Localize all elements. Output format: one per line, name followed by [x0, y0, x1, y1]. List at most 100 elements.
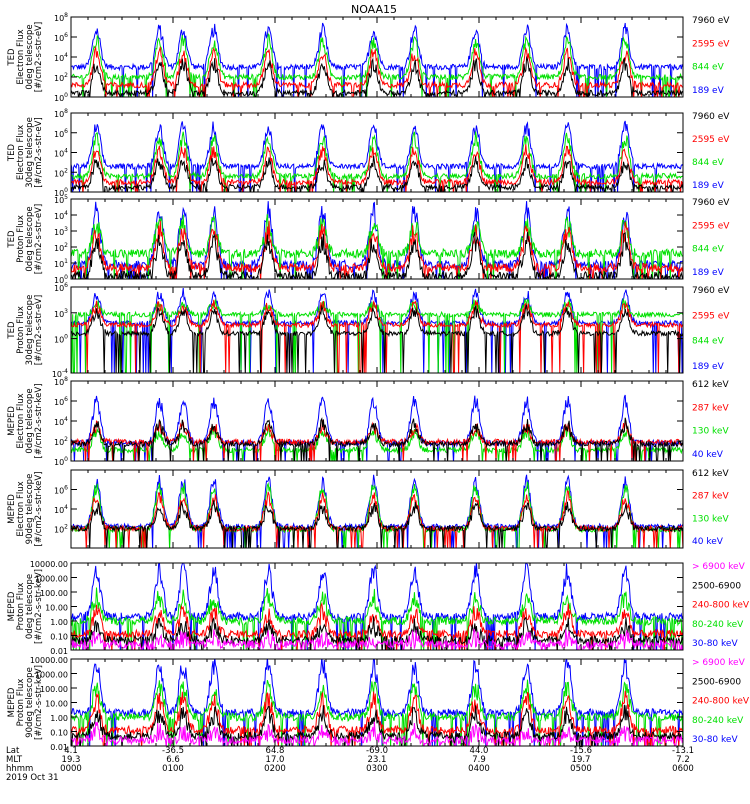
panel-2-ylabel-line-1: TED: [7, 143, 17, 162]
panel-4-series-4-line: [71, 304, 683, 373]
x-tick-hhmm-2: 0100: [162, 764, 184, 774]
panel-8-series-4-line: [71, 704, 683, 746]
panel-2-ytick-label: 100: [54, 187, 68, 198]
x-tick-hhmm-5: 0400: [468, 764, 490, 774]
panel-2-ytick-label: 102: [54, 167, 68, 178]
panel-4-ytick-label: 100: [54, 334, 68, 345]
panel-2: 100 102 104 106 108 TED Electron Flux 30deg tel…: [7, 108, 730, 198]
panel-4-legend-1: 7960 eV: [692, 286, 730, 296]
panel-1-ytick-label: 108: [54, 12, 68, 23]
panel-8-ytick-label: 0.10: [50, 729, 68, 738]
panel-5-ylabel-line-3: 0deg telescope: [25, 388, 35, 453]
panel-5-ytick-label: 108: [54, 376, 68, 387]
panel-7-ytick-label: 0.10: [50, 633, 68, 642]
panel-6-legend-2: 287 keV: [692, 492, 729, 502]
panel-2-series-1-line: [71, 120, 683, 192]
x-axis-row-label-3: hhmm: [6, 764, 33, 774]
plot-title: NOAA15: [351, 3, 397, 16]
panel-8-ytick-label: 0.01: [50, 743, 68, 752]
panel-7-data: [71, 563, 683, 650]
x-tick-lat-2: -36.5: [162, 746, 184, 756]
panel-3-ytick-label: 100: [54, 274, 68, 285]
panel-3-ytick-label: 105: [54, 194, 68, 205]
panel-6-ytick-label: 104: [54, 504, 68, 515]
x-tick-mlt-1: 19.3: [62, 755, 81, 765]
panel-3-ylabel-line-1: TED: [7, 230, 17, 249]
panel-5-ylabel-line-1: MEPED: [7, 406, 17, 436]
panel-8-ytick-label: 1.00: [50, 714, 68, 723]
panel-7-ytick-label: 1000.00: [35, 575, 68, 584]
panel-1-legend-2: 2595 eV: [692, 39, 730, 49]
panel-2-ytick-label: 108: [54, 108, 68, 119]
panel-7-ylabel-line-4: [#/cm2-s-str-keV]: [34, 569, 44, 644]
panel-8-data: [71, 659, 683, 746]
panel-1-ytick-label: 106: [54, 32, 68, 43]
panel-1-ytick-label: 100: [54, 92, 68, 103]
panel-5-ytick-label: 100: [54, 456, 68, 467]
panel-3-series-3-line: [71, 220, 683, 279]
panel-8-ytick-label: 10.00: [45, 700, 68, 709]
panel-4-ylabel-line-3: 30deg telescope: [25, 295, 35, 366]
panel-3-ylabel-line-4: [#/cm2-s-str-eV]: [34, 204, 44, 274]
panel-1-ytick-label: 102: [54, 72, 68, 83]
panel-8-series-3-line: [71, 690, 683, 746]
panel-2-legend-2: 2595 eV: [692, 135, 730, 145]
x-axis-row-label-4: 2019 Oct 31: [6, 773, 59, 783]
x-tick-lat-6: -15.6: [570, 746, 592, 756]
panel-7-legend-1: > 6900 keV: [692, 562, 746, 572]
x-tick-mlt-6: 19.7: [572, 755, 591, 765]
panel-4-ylabel-line-4: [#/cm2-s-str-eV]: [34, 295, 44, 365]
panel-3-series-1-line: [71, 201, 683, 279]
panel-7-legend-4: 80-240 keV: [692, 620, 744, 630]
panel-2-ylabel-line-3: 30deg telescope: [25, 117, 35, 188]
panel-7-legend-2: 2500-6900: [692, 581, 741, 591]
panel-1-series-2-line: [71, 32, 683, 97]
panel-7-series-2-line: [71, 587, 683, 650]
panel-6-legend-1: 612 keV: [692, 469, 729, 479]
x-tick-lat-1: 4.1: [64, 746, 78, 756]
panel-1-legend-3: 844 eV: [692, 63, 725, 73]
panel-4-legend-4: 189 eV: [692, 362, 725, 372]
panel-4-ytick-label: 106: [54, 282, 68, 293]
panel-1-ylabel-line-2: Electron Flux: [16, 29, 26, 84]
panel-3: 100 101 102 103 104 105 TED Proton Flux 0deg tel…: [7, 194, 730, 285]
panel-6-ylabel-line-1: MEPED: [7, 494, 17, 524]
panel-7-ylabel-line-1: MEPED: [7, 591, 17, 621]
panel-3-ylabel-line-3: 0deg telescope: [25, 206, 35, 271]
panel-3-legend-4: 189 eV: [692, 268, 725, 278]
panel-4-ytick-label: 103: [54, 308, 68, 319]
panel-8-legend-1: > 6900 keV: [692, 658, 746, 668]
panel-7-series-1-line: [71, 563, 683, 650]
panel-1-series-3-line: [71, 45, 683, 97]
panel-6-ylabel-line-3: 90deg telescope: [25, 474, 35, 545]
panel-3-ytick-label: 101: [54, 258, 68, 269]
panel-1-ylabel-line-4: [#/cm2-s-str-eV]: [34, 22, 44, 92]
panel-1: 100 102 104 106 108 TED Electron Flux 0deg tele…: [7, 12, 730, 103]
panel-6-ylabel-line-2: Electron Flux: [16, 481, 26, 536]
x-tick-mlt-7: 7.2: [676, 755, 690, 765]
panel-6-data: [71, 474, 683, 548]
panel-7: 0.01 0.10 1.00 10.00 100.00 1000.00 10000.00 ME…: [7, 560, 750, 656]
panel-2-ylabel-line-2: Electron Flux: [16, 125, 26, 180]
panel-3-legend-1: 7960 eV: [692, 198, 730, 208]
panel-7-legend-5: 30-80 keV: [692, 639, 738, 649]
panel-4-legend-2: 2595 eV: [692, 311, 730, 321]
panel-8-legend-5: 30-80 keV: [692, 735, 738, 745]
panel-1-ylabel-line-1: TED: [7, 48, 17, 67]
panel-5-ytick-label: 104: [54, 416, 68, 427]
panel-4-ylabel-line-1: TED: [7, 321, 17, 340]
x-tick-mlt-2: 6.6: [166, 755, 180, 765]
panel-8-ytick-label: 1000.00: [35, 671, 68, 680]
panel-4-series-1-line: [71, 287, 683, 373]
panel-6-series-4-line: [71, 500, 683, 548]
panel-1-ylabel-line-3: 0deg telescope: [25, 24, 35, 89]
panel-1-ytick-label: 104: [54, 52, 68, 63]
panel-6-series-1-line: [71, 474, 683, 548]
panel-2-ylabel-line-4: [#/cm2-s-str-eV]: [34, 117, 44, 187]
x-tick-lat-4: -69.0: [366, 746, 388, 756]
x-tick-hhmm-6: 0500: [570, 764, 592, 774]
